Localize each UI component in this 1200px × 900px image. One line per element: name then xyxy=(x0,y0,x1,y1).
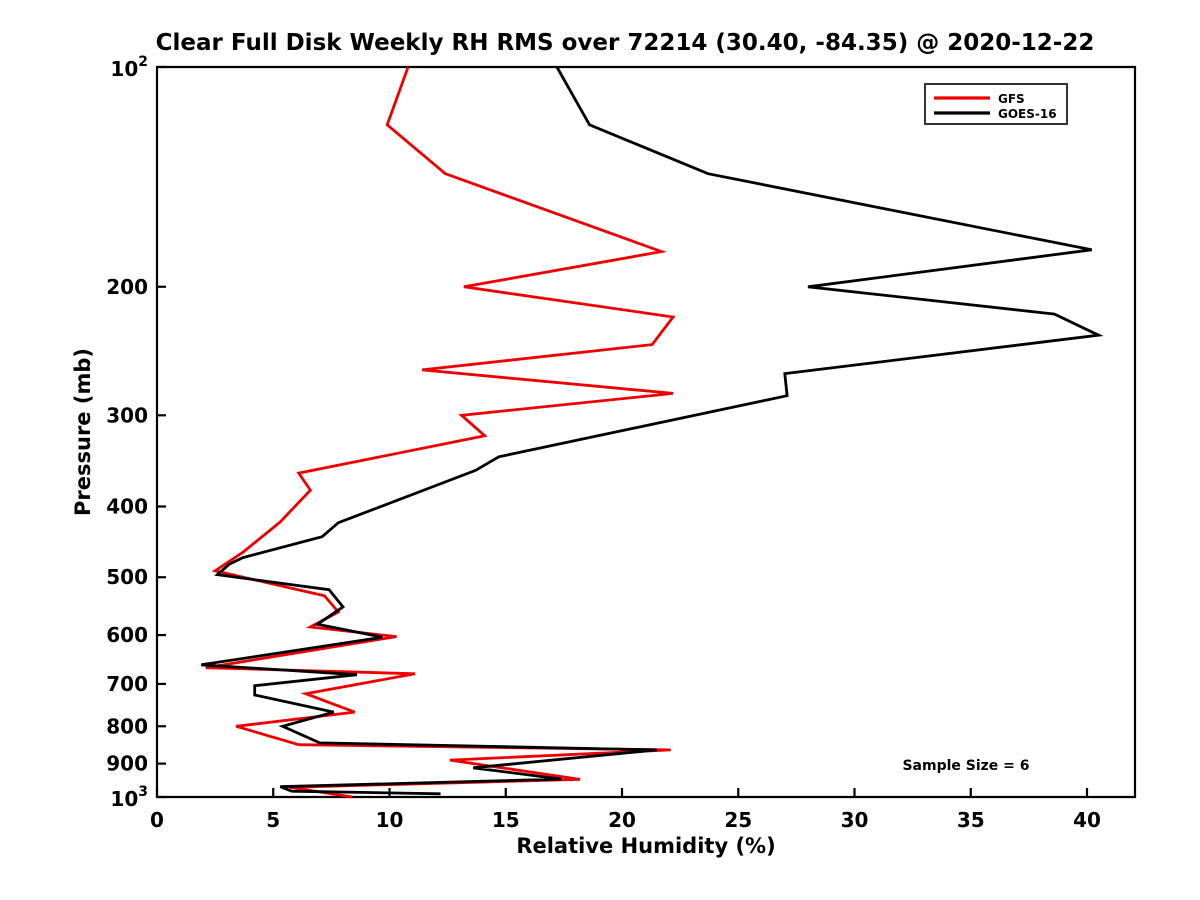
y-axis-label: Pressure (mb) xyxy=(71,348,95,516)
chart-title: Clear Full Disk Weekly RH RMS over 72214… xyxy=(156,30,1095,56)
y-tick-label: 500 xyxy=(106,565,148,589)
x-tick-label: 15 xyxy=(492,808,520,832)
y-tick-label: 700 xyxy=(106,672,148,696)
x-tick-label: 20 xyxy=(608,808,636,832)
legend-label-goes16: GOES-16 xyxy=(998,107,1057,121)
sample-size-annotation: Sample Size = 6 xyxy=(902,758,1029,774)
axes-frame xyxy=(155,65,1137,799)
legend-box xyxy=(924,83,1068,125)
x-axis-ticks: 0 5 10 15 20 25 30 35 40 xyxy=(150,788,1101,832)
x-tick-label: 10 xyxy=(376,808,404,832)
axes-box xyxy=(155,65,1137,799)
y-tick-label: 800 xyxy=(106,714,148,738)
legend-label-gfs: GFS xyxy=(998,92,1025,106)
x-tick-label: 5 xyxy=(266,808,280,832)
data-series xyxy=(200,66,1104,799)
y-tick-label: 102 xyxy=(110,54,148,81)
x-tick-label: 0 xyxy=(150,808,164,832)
series-line-goes-16 xyxy=(200,66,1104,796)
y-tick-label: 200 xyxy=(106,275,148,299)
x-tick-label: 35 xyxy=(957,808,985,832)
y-tick-label: 300 xyxy=(106,403,148,427)
y-tick-label: 600 xyxy=(106,623,148,647)
series-line-gfs xyxy=(205,66,676,799)
x-tick-label: 30 xyxy=(841,808,869,832)
y-axis-ticks: 102 200 300 400 500 600 700 800 900 103 xyxy=(106,54,166,811)
legend: GFS GOES-16 xyxy=(924,83,1068,125)
x-tick-label: 40 xyxy=(1073,808,1101,832)
y-tick-label: 400 xyxy=(106,495,148,519)
y-tick-label: 103 xyxy=(110,784,148,811)
x-axis-label: Relative Humidity (%) xyxy=(516,834,775,858)
x-tick-label: 25 xyxy=(724,808,752,832)
y-tick-label: 900 xyxy=(106,752,148,776)
